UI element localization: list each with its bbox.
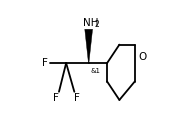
- Polygon shape: [85, 29, 93, 63]
- Text: NH: NH: [84, 18, 99, 28]
- Text: F: F: [74, 93, 80, 103]
- Text: F: F: [53, 93, 59, 103]
- Text: &1: &1: [91, 68, 101, 74]
- Text: O: O: [139, 52, 147, 62]
- Text: F: F: [42, 58, 48, 68]
- Text: 2: 2: [95, 20, 100, 29]
